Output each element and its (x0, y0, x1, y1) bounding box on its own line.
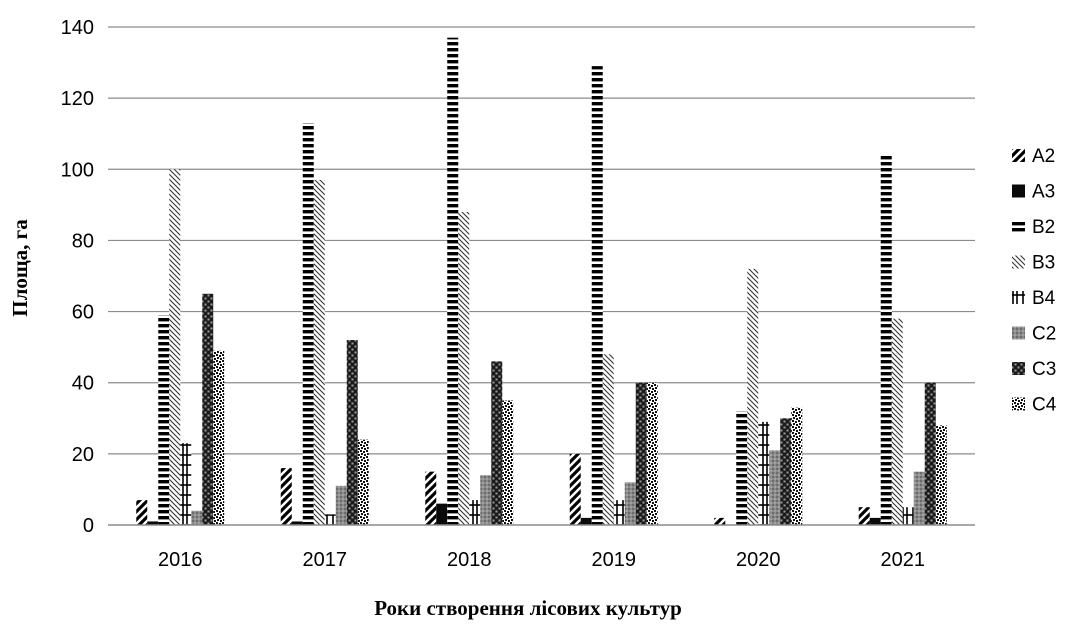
bar-b4-2017 (324, 514, 336, 525)
bar-c4-2021 (935, 425, 947, 525)
bar-c4-2016 (213, 350, 225, 525)
bar-c3-2018 (491, 361, 503, 525)
bar-c4-2018 (502, 400, 514, 525)
y-tick-label: 40 (72, 373, 94, 395)
bar-b4-2020 (758, 421, 770, 525)
y-tick-label: 120 (61, 88, 94, 110)
bar-c2-2020 (769, 450, 781, 525)
bar-c3-2019 (635, 382, 647, 525)
bar-b2-2018 (447, 37, 459, 526)
bar-c4-2019 (646, 382, 658, 525)
y-axis-title: Площа, га (8, 219, 32, 317)
legend-label: B2 (1032, 217, 1055, 238)
legend-item-a2: A2 (1012, 146, 1055, 167)
bar-b3-2020 (747, 268, 759, 525)
legend-swatch (1012, 255, 1025, 269)
x-tick-label: 2019 (592, 549, 637, 571)
legend-label: A3 (1032, 182, 1055, 203)
bar-b4-2019 (613, 500, 625, 525)
y-tick-label: 140 (61, 17, 94, 39)
legend: A2 A3 B2 B3 B4 C2 C3 C4 (1012, 146, 1057, 416)
bar-a3-2019 (580, 517, 592, 525)
legend-item-b2: B2 (1012, 217, 1055, 238)
bar-a3-2017 (291, 521, 303, 525)
legend-swatch (1012, 220, 1025, 233)
bar-c4-2020 (791, 407, 803, 525)
bar-b4-2016 (180, 443, 192, 525)
legend-label: C4 (1032, 395, 1057, 416)
bar-a3-2016 (147, 521, 159, 525)
bar-b4-2018 (469, 500, 481, 525)
bar-c3-2021 (924, 382, 936, 525)
bar-c2-2021 (913, 471, 925, 525)
bar-b3-2016 (169, 169, 181, 526)
x-tick-label: 2017 (303, 549, 348, 571)
legend-swatch (1012, 362, 1025, 375)
bar-b2-2020 (736, 411, 748, 525)
x-tick-label: 2018 (447, 549, 492, 571)
y-tick-label: 0 (83, 515, 94, 537)
bar-b4-2021 (902, 507, 914, 525)
bar-c4-2017 (357, 439, 369, 525)
legend-item-c4: C4 (1012, 395, 1057, 416)
bar-a2-2020 (714, 517, 726, 525)
legend-swatch (1012, 397, 1025, 411)
bar-a2-2019 (569, 453, 581, 525)
x-tick-label: 2021 (881, 549, 926, 571)
bar-b2-2019 (591, 66, 603, 525)
x-axis-title: Роки створення лісових культур (374, 596, 682, 620)
legend-item-b4: B4 (1012, 288, 1056, 309)
bar-c3-2016 (202, 293, 214, 525)
legend-swatch (1012, 149, 1025, 162)
legend-label: B4 (1032, 288, 1056, 309)
legend-label: C3 (1032, 359, 1056, 380)
x-tick-label: 2020 (736, 549, 781, 571)
bar-c2-2018 (480, 475, 492, 525)
legend-label: C2 (1032, 324, 1056, 345)
bar-a2-2021 (858, 507, 870, 525)
bar-a2-2017 (280, 468, 292, 525)
bar-b2-2016 (158, 315, 170, 525)
legend-swatch (1012, 184, 1025, 198)
legend-label: B3 (1032, 253, 1055, 274)
y-tick-label: 60 (72, 302, 94, 324)
bar-a2-2018 (425, 471, 437, 525)
x-tick-label: 2016 (158, 549, 203, 571)
legend-item-c3: C3 (1012, 359, 1056, 380)
y-tick-labels: 0 20 40 60 80 100 120 140 (61, 17, 94, 537)
bar-c3-2017 (346, 340, 358, 525)
y-tick-label: 100 (61, 159, 94, 181)
legend-swatch (1012, 291, 1025, 304)
legend-item-c2: C2 (1012, 324, 1056, 345)
bar-b3-2019 (602, 354, 614, 525)
legend-item-b3: B3 (1012, 253, 1055, 274)
legend-label: A2 (1032, 146, 1055, 167)
bar-c2-2016 (191, 510, 203, 525)
bar-b3-2017 (313, 179, 325, 525)
x-tick-labels: 2016 2017 2018 2019 2020 2021 (158, 549, 925, 571)
y-tick-label: 80 (72, 230, 94, 252)
bars (136, 37, 947, 526)
bar-c2-2017 (335, 485, 347, 525)
bar-b3-2021 (891, 318, 903, 525)
bar-b3-2018 (458, 211, 470, 525)
bar-b2-2017 (302, 123, 314, 526)
bar-b2-2021 (880, 155, 892, 526)
bar-a2-2016 (136, 500, 148, 525)
bar-a3-2018 (436, 503, 448, 525)
bar-a3-2021 (869, 517, 881, 525)
legend-item-a3: A3 (1012, 182, 1055, 203)
gridlines (108, 26, 975, 455)
y-tick-label: 20 (72, 444, 94, 466)
legend-swatch (1012, 326, 1025, 340)
bar-c3-2020 (780, 418, 792, 525)
bar-c2-2019 (624, 482, 636, 525)
